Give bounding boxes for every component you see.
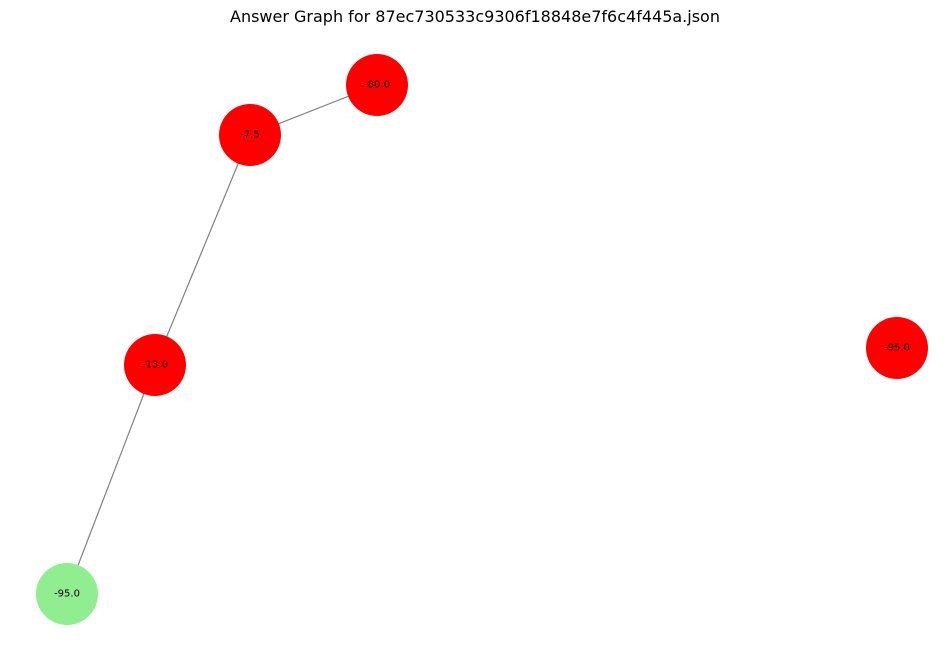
graph-node: -80.0 [346, 54, 408, 116]
node-circle [346, 54, 408, 116]
graph-edge [66, 364, 156, 595]
graph-title: Answer Graph for 87ec730533c9306f18848e7… [230, 7, 720, 26]
graph-node: -7.5 [219, 104, 281, 166]
node-label: -7.5 [240, 130, 260, 141]
node-circle [866, 317, 928, 379]
node-circle [219, 104, 281, 166]
node-label: -95.0 [54, 589, 80, 600]
node-label: -95.0 [884, 343, 910, 354]
edges-layer [66, 84, 378, 595]
nodes-layer: -80.0 -7.5 -13.0 -95.0 -95.0 [36, 54, 928, 625]
graph-edge [154, 134, 251, 366]
graph-node: -13.0 [124, 334, 186, 396]
node-circle [124, 334, 186, 396]
graph-node: -95.0 [866, 317, 928, 379]
node-circle [36, 563, 98, 625]
graph-node: -95.0 [36, 563, 98, 625]
node-label: -80.0 [364, 80, 390, 91]
node-label: -13.0 [142, 360, 168, 371]
